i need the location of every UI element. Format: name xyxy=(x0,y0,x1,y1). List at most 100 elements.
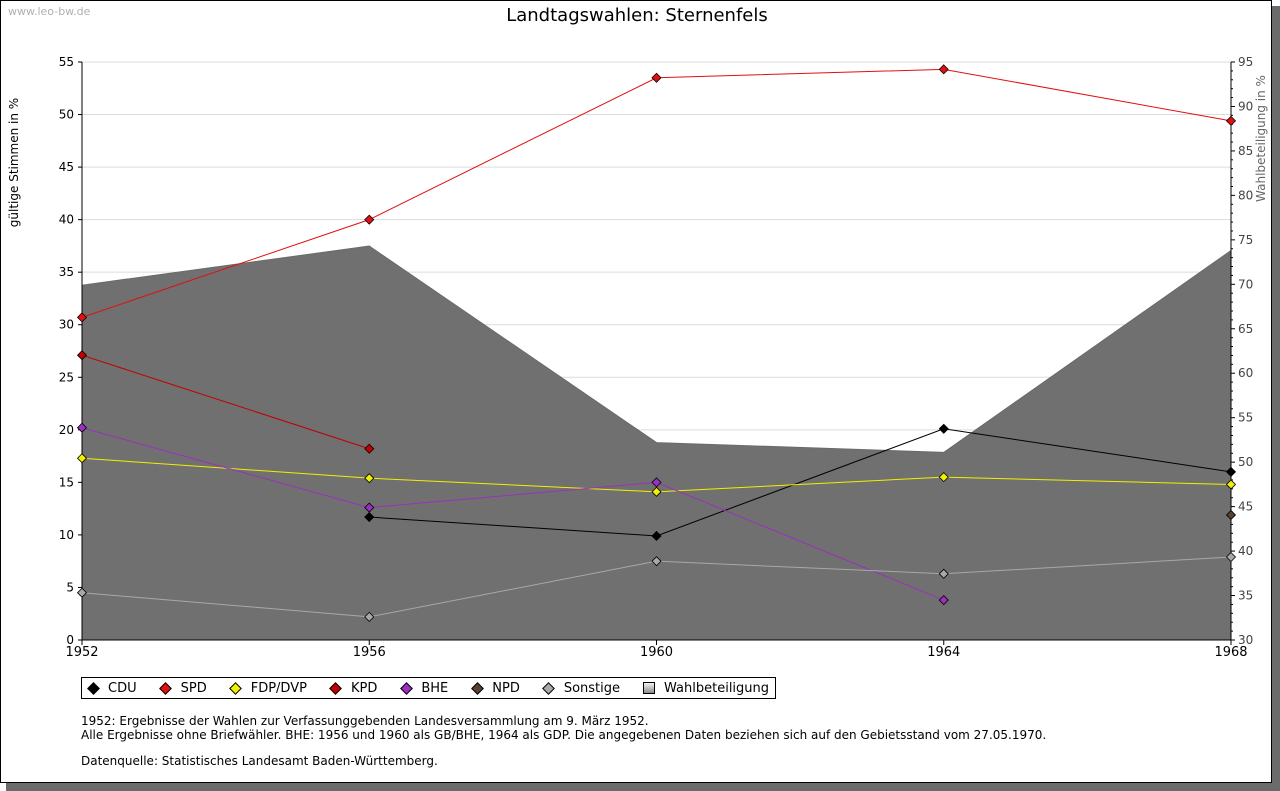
legend-label: CDU xyxy=(108,680,137,696)
axis-labels: 0 5 10 15 20 25 30 35 40 45 50 55 30 35 40 45 50 55 60 65 70… xyxy=(7,55,1268,660)
point-fdp-dvp-1968 xyxy=(1225,479,1237,490)
legend-item-sonstige: Sonstige xyxy=(542,681,620,696)
point-kpd-1952 xyxy=(76,350,88,361)
frame-shadow-bottom xyxy=(6,783,1280,791)
legend-item-cdu: CDU xyxy=(86,681,137,696)
frame-shadow-right xyxy=(1272,6,1280,791)
point-sonstige-1960 xyxy=(651,556,662,567)
point-spd-1964 xyxy=(938,64,949,75)
y-tick-label: 20 xyxy=(59,423,74,437)
diamond-marker-icon xyxy=(399,681,413,695)
y-tick-label: 30 xyxy=(59,318,74,332)
x-tick-label: 1960 xyxy=(640,645,673,660)
legend-item-wahlbeteiligung: Wahlbeteiligung xyxy=(642,681,769,696)
y-tick-label: 10 xyxy=(59,528,74,542)
y-tick-label: 50 xyxy=(59,108,74,122)
y2-tick-label: 35 xyxy=(1238,589,1253,603)
watermark: www.leo-bw.de xyxy=(8,5,91,18)
diamond-marker-icon xyxy=(470,681,484,695)
point-cdu-1968 xyxy=(1225,466,1237,477)
y2-tick-label: 40 xyxy=(1238,544,1253,558)
y-tick-label: 40 xyxy=(59,213,74,227)
x-tick-label: 1956 xyxy=(353,645,386,660)
legend-marker-fdp-dvp xyxy=(229,681,243,695)
legend-label: NPD xyxy=(492,680,520,696)
legend: CDU SPD FDP/DVP KPD BHE NPD Sonstige Wahlbeteil… xyxy=(81,677,777,699)
legend-item-npd: NPD xyxy=(470,681,520,696)
point-cdu-1964 xyxy=(938,423,949,434)
y2-tick-label: 95 xyxy=(1238,55,1253,69)
point-bhe-1964 xyxy=(938,594,949,606)
legend-item-spd: SPD xyxy=(159,681,207,696)
y2-tick-label: 80 xyxy=(1238,188,1253,202)
legend-item-bhe: BHE xyxy=(399,681,448,696)
point-spd-1968 xyxy=(1225,115,1237,126)
y2-tick-label: 45 xyxy=(1238,500,1253,514)
point-fdp-dvp-1952 xyxy=(76,453,88,464)
point-cdu-1956 xyxy=(364,511,375,523)
point-kpd-1956 xyxy=(364,443,375,454)
legend-marker-cdu xyxy=(86,681,100,695)
legend-label: FDP/DVP xyxy=(250,680,307,696)
point-cdu-1960 xyxy=(651,530,662,542)
legend-marker-sonstige xyxy=(542,681,556,695)
series-line-cdu xyxy=(369,428,1232,537)
series-line-bhe xyxy=(81,427,944,601)
legend-item-kpd: KPD xyxy=(329,681,377,696)
y-tick-label: 25 xyxy=(59,370,74,384)
y-tick-label: 55 xyxy=(59,55,74,69)
legend-label: SPD xyxy=(180,680,207,696)
x-tick-label: 1968 xyxy=(1214,645,1247,660)
legend-marker-spd xyxy=(159,681,173,695)
point-spd-1960 xyxy=(651,72,662,83)
legend-marker-npd xyxy=(470,681,484,695)
y-axis-title: gültige Stimmen in % xyxy=(7,98,21,227)
y2-tick-label: 65 xyxy=(1238,322,1253,336)
chart-title: Landtagswahlen: Sternenfels xyxy=(506,5,768,26)
axes xyxy=(78,61,1235,645)
diamond-marker-icon xyxy=(86,681,100,695)
y-tick-label: 45 xyxy=(59,160,74,174)
y2-tick-label: 50 xyxy=(1238,455,1253,469)
point-sonstige-1952 xyxy=(76,587,88,598)
y-tick-label: 0 xyxy=(66,633,74,647)
point-sonstige-1968 xyxy=(1225,551,1237,563)
y2-tick-label: 55 xyxy=(1238,411,1253,425)
diamond-marker-icon xyxy=(229,681,243,695)
legend-label: KPD xyxy=(350,680,378,696)
y2-tick-label: 85 xyxy=(1238,144,1253,158)
x-tick-label: 1964 xyxy=(927,645,960,660)
y2-tick-label: 90 xyxy=(1238,99,1253,113)
data-source-note: Datenquelle: Statistisches Landesamt Bad… xyxy=(81,754,438,768)
y2-axis-title: Wahlbeteiligung in % xyxy=(1254,75,1268,202)
turnout-area xyxy=(81,245,1232,640)
point-bhe-1956 xyxy=(364,502,375,513)
diamond-marker-icon xyxy=(159,681,172,695)
legend-item-fdp-dvp: FDP/DVP xyxy=(229,681,307,696)
y2-tick-label: 30 xyxy=(1238,633,1253,647)
y2-tick-label: 75 xyxy=(1238,233,1253,247)
legend-marker-kpd xyxy=(329,681,343,695)
point-fdp-dvp-1956 xyxy=(364,473,375,484)
y-tick-label: 35 xyxy=(59,265,74,279)
point-npd-1968 xyxy=(1225,509,1237,521)
footnote-1952: 1952: Ergebnisse der Wahlen zur Verfassu… xyxy=(81,714,649,728)
point-fdp-dvp-1964 xyxy=(938,472,949,483)
legend-marker-wahlbeteiligung xyxy=(642,681,656,695)
x-tick-label: 1952 xyxy=(65,645,98,660)
point-spd-1956 xyxy=(364,214,375,225)
point-sonstige-1964 xyxy=(938,568,949,579)
square-swatch-icon xyxy=(643,682,656,694)
turnout-area-outline xyxy=(81,245,1232,453)
legend-label: BHE xyxy=(421,680,449,696)
y-tick-label: 15 xyxy=(59,475,74,489)
point-spd-1952 xyxy=(76,312,88,323)
legend-marker-bhe xyxy=(399,681,413,695)
y2-tick-label: 60 xyxy=(1238,366,1253,380)
series-line-kpd xyxy=(81,354,370,450)
point-bhe-1960 xyxy=(651,477,662,488)
point-sonstige-1956 xyxy=(364,611,375,622)
diamond-marker-icon xyxy=(542,681,556,695)
